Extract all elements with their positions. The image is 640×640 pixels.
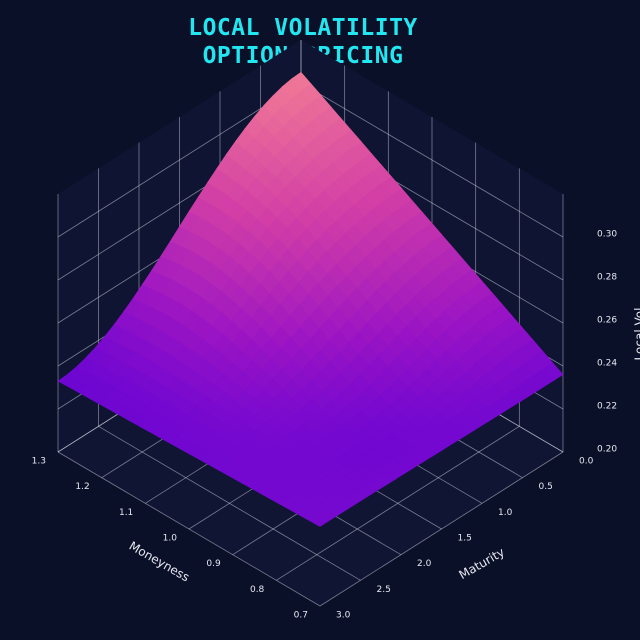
x-tick-label: 1.0	[163, 534, 178, 544]
y-tick-label: 2.0	[417, 559, 432, 569]
z-tick-label: 0.26	[597, 316, 617, 326]
surface-mesh	[57, 71, 564, 527]
z-axis-label: Local Vol	[633, 308, 640, 361]
x-axis-label: Moneyness	[127, 539, 192, 585]
y-axis-label: Maturity	[457, 545, 507, 582]
z-tick-label: 0.24	[597, 359, 617, 369]
chart-title-line-1: LOCAL VOLATILITY	[188, 15, 418, 41]
y-tick-label: 3.0	[336, 611, 351, 621]
x-tick-label: 0.9	[206, 559, 221, 569]
y-tick-label: 0.5	[539, 482, 553, 492]
x-tick-label: 0.8	[250, 585, 265, 595]
x-tick-label: 1.2	[75, 482, 89, 492]
y-tick-label: 1.0	[498, 508, 513, 518]
surface-facet	[543, 362, 564, 381]
grid-line-z-left-wall	[57, 82, 302, 238]
axis-ticks: 0.7 0.8 0.9 1.0 1.1 1.2 1.3 0.0 0.5 1.0 1.5 2.0 2.5 3…	[32, 230, 618, 621]
y-tick-label: 1.5	[458, 534, 472, 544]
z-tick-label: 0.28	[597, 273, 617, 283]
grid-line-y-floor	[98, 425, 361, 581]
x-tick-label: 1.1	[119, 508, 133, 518]
y-tick-label: 2.5	[377, 585, 391, 595]
z-tick-label: 0.22	[597, 402, 617, 412]
x-tick-label: 0.7	[294, 611, 308, 621]
grid-line-y-floor	[57, 451, 321, 607]
y-tick-label: 0.0	[579, 457, 594, 467]
z-tick-label: 0.30	[597, 230, 617, 240]
grid-line-z-right-wall	[300, 82, 564, 238]
x-tick-label: 1.3	[32, 457, 46, 467]
z-tick-label: 0.20	[597, 445, 617, 455]
